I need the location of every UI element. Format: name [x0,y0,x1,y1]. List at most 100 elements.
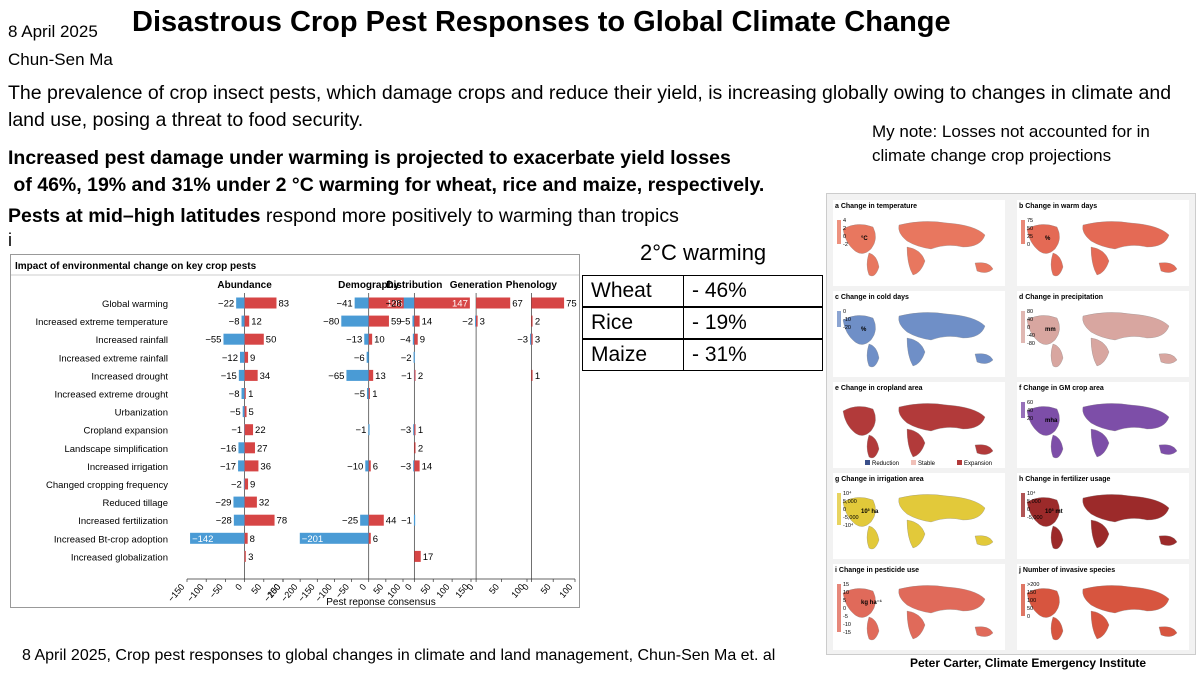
tick-label: 0 [403,582,414,592]
bar-positive [414,333,418,345]
map-scale-label: 10 [843,590,849,596]
map-panel-title: b Change in warm days [1019,203,1097,210]
bar-negative [365,460,369,472]
bar-negative [238,460,245,472]
bar-positive [368,532,371,544]
map-scale-label: 25 [1027,234,1033,240]
map-scale-label: 50 [1027,606,1033,612]
map-panel-b: b Change in warm days 75 50 25 0% [1017,200,1189,286]
map-landmass [1082,585,1170,614]
map-landmass [898,494,986,523]
yield-loss-line-1: Increased pest damage under warming is p… [8,147,731,169]
yield-loss-line-2: of 46%, 19% and 31% under 2 °C warming f… [8,174,765,196]
bar-value-label: 50 [266,335,277,346]
map-landmass [974,626,994,637]
bar-value-label: 17 [423,552,434,563]
bar-value-label: 9 [250,353,255,364]
table-row: Rice - 19% [582,306,823,340]
map-panel-h: h Change in fertilizer usage 10⁴ 5,000 0 -5,… [1017,473,1189,559]
latitude-statement: Pests at mid–high latitudes respond more… [8,205,679,228]
bar-value-label: −142 [192,534,213,545]
map-scale-label: 0 [1027,507,1030,513]
map-landmass [906,428,926,458]
category-label: Reduced tillage [103,498,169,509]
map-landmass [1158,535,1178,546]
bar-value-label: −2 [231,480,242,491]
bar-positive [368,460,371,472]
category-label: Increased extreme rainfall [59,353,168,364]
map-landmass [898,585,986,614]
stray-char: i [8,230,12,250]
panel-header: Distribution [386,280,442,291]
bar-positive [368,388,370,399]
map-panel-title: g Change in irrigation area [835,476,924,483]
bar-value-label: 14 [422,461,433,472]
bar-negative [190,532,245,544]
map-scale-label: -10 [843,622,851,628]
bar-positive [244,388,246,399]
cropland-legend-label: Stable [918,461,936,467]
bar-value-label: 14 [422,317,433,328]
map-color-scale [1021,402,1025,418]
bar-value-label: 1 [248,389,253,400]
latitude-rest: respond more positively to warming than … [260,205,679,227]
map-color-scale [837,311,841,327]
bar-negative [530,333,532,345]
category-label: Increased extreme drought [54,390,168,401]
map-landmass [1026,588,1060,618]
bar-value-label: −65 [328,371,344,382]
map-landmass [1090,337,1110,367]
map-landmass [1090,246,1110,276]
intro-paragraph: The prevalence of crop insect pests, whi… [8,82,1172,131]
bar-positive [531,315,533,327]
map-landmass [1026,315,1060,345]
bar-value-label: 2 [535,317,540,328]
bar-positive [531,369,533,381]
map-landmass [974,444,994,455]
bar-negative [223,333,245,345]
tick-label: 50 [249,582,263,596]
bar-negative [403,297,415,309]
map-landmass [866,252,880,277]
map-scale-label: 10⁴ [1027,490,1036,497]
bar-negative [360,514,369,526]
bar-positive [244,550,246,562]
map-color-scale [837,493,841,525]
bar-value-label: 5 [249,407,254,418]
map-panel-i: i Change in pesticide use 15 10 5 0 -5 -10 -15 k… [833,564,1005,650]
bar-positive [244,406,247,418]
map-landmass [866,343,880,368]
bar-value-label: −3 [400,425,411,436]
cropland-legend-swatch [865,460,870,465]
map-scale-label: -10⁴ [843,522,854,529]
bar-positive [368,297,405,309]
crop-cell: Wheat [582,275,684,308]
bar-negative [413,424,415,436]
map-landmass [1026,224,1060,254]
map-landmass [842,406,876,436]
tick-label: 0 [233,582,244,592]
bar-value-label: −2 [401,353,412,364]
bar-negative [413,351,415,363]
map-scale-label: 40 [1027,317,1033,323]
x-axis-label: Pest reponse consensus [326,597,436,607]
map-landmass [842,588,876,618]
bar-value-label: 36 [260,461,271,472]
map-landmass [898,312,986,341]
bar-negative [413,460,415,472]
map-landmass [842,497,876,527]
footer-citation: 8 April 2025, Crop pest responses to glo… [22,647,776,664]
map-landmass [1082,403,1170,432]
map-landmass [842,315,876,345]
bar-value-label: −10 [347,461,363,472]
global-change-maps: a Change in temperature 4 2 0 -2 °C b Change i… [826,193,1196,655]
warming-table: Wheat - 46% Rice - 19% Maize - 31% [582,275,823,371]
bar-negative [241,388,245,399]
bar-value-label: −5 [400,317,411,328]
map-scale-label: 5,000 [843,499,857,505]
bar-positive [414,460,420,472]
map-panel-title: c Change in cold days [835,294,909,301]
bar-negative [233,514,245,526]
bar-positive [244,460,259,472]
map-scale-label: 20 [1027,416,1033,422]
